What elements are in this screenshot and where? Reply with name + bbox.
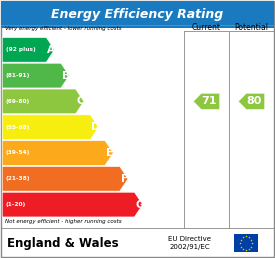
Text: Very energy efficient - lower running costs: Very energy efficient - lower running co… <box>5 26 122 31</box>
Polygon shape <box>2 166 128 191</box>
Polygon shape <box>238 93 265 109</box>
Text: C: C <box>77 96 84 106</box>
Text: 2002/91/EC: 2002/91/EC <box>169 244 210 250</box>
Text: G: G <box>135 200 144 209</box>
Text: 80: 80 <box>246 96 261 106</box>
Text: A: A <box>47 45 55 55</box>
Text: E: E <box>106 148 114 158</box>
Text: (39-54): (39-54) <box>6 150 30 156</box>
Polygon shape <box>2 63 69 88</box>
Text: 71: 71 <box>201 96 216 106</box>
Bar <box>234 234 258 252</box>
Text: F: F <box>121 174 128 184</box>
Bar <box>1 1 274 28</box>
Polygon shape <box>2 141 113 165</box>
Text: (69-80): (69-80) <box>6 99 30 104</box>
Text: (55-68): (55-68) <box>6 125 30 130</box>
Polygon shape <box>2 89 84 114</box>
Text: (21-38): (21-38) <box>6 176 30 181</box>
Polygon shape <box>194 93 219 109</box>
Text: D: D <box>91 122 100 132</box>
Text: (1-20): (1-20) <box>6 202 26 207</box>
Text: (81-91): (81-91) <box>6 73 30 78</box>
Polygon shape <box>2 115 99 140</box>
Text: England & Wales: England & Wales <box>7 237 119 250</box>
Text: B: B <box>62 71 70 80</box>
Polygon shape <box>2 192 143 217</box>
Text: Not energy efficient - higher running costs: Not energy efficient - higher running co… <box>5 219 122 224</box>
Text: Energy Efficiency Rating: Energy Efficiency Rating <box>51 8 224 21</box>
Text: EU Directive: EU Directive <box>168 236 211 241</box>
Text: (92 plus): (92 plus) <box>6 47 35 52</box>
Text: Current: Current <box>192 23 221 33</box>
Text: Potential: Potential <box>235 23 268 33</box>
Polygon shape <box>2 37 54 62</box>
